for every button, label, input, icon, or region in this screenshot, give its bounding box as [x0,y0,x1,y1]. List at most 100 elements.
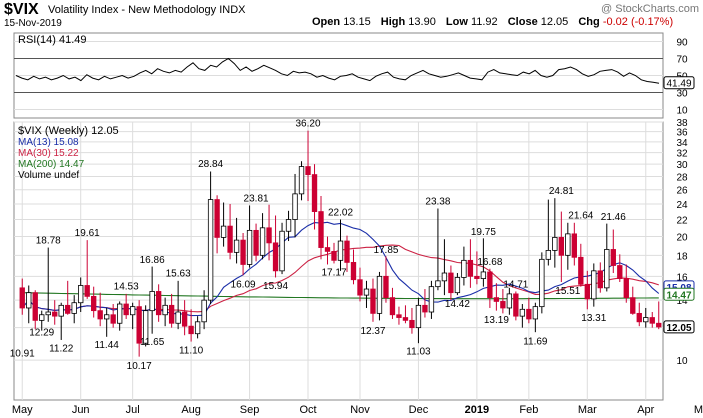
price-annotation: 21.46 [601,212,626,223]
price-annotation: 11.03 [406,347,431,358]
candle-body [636,312,642,323]
candle-body [259,227,266,256]
price-annotation: 16.09 [231,279,256,290]
price-annotation: 10.17 [127,361,152,372]
candle-body [558,237,565,256]
candle-body [175,311,181,324]
candle-body [552,237,558,251]
price-badge-value: 12.05 [666,323,691,334]
candle-body [350,261,357,281]
candle-body [155,291,162,316]
candle-body [376,275,383,314]
price-annotation: 12.37 [360,326,385,337]
candle-body [578,256,584,285]
price-annotation: 15.94 [263,281,288,292]
ticker-symbol: $VIX [4,1,39,18]
price-tick-label: 10 [676,356,688,367]
price-annotation: 13.31 [581,313,606,324]
candle-body [415,304,422,329]
price-annotation: 16.68 [477,257,502,268]
price-annotation: 11.10 [179,346,204,357]
candle-body [493,297,500,302]
candle-body [389,297,396,316]
low-label: Low [445,16,468,28]
chg-value: -0.02 (-0.17%) [602,16,674,28]
candle-body [435,280,441,288]
price-legend-item: $VIX (Weekly) 12.05 [18,125,119,137]
price-annotation: 11.65 [140,337,165,348]
price-badge [663,320,695,334]
price-badge [663,287,695,301]
candle-body [506,293,513,309]
candle-body [571,233,577,258]
month-tick-label: Mar [578,404,597,416]
candle-body [84,285,90,297]
candle-body [136,306,142,344]
candle-body [194,321,201,335]
price-annotation: 11.22 [49,344,74,355]
candle-body [643,317,649,323]
candle-body [344,240,350,263]
candle-body [129,306,136,316]
candle-body [532,306,539,320]
candle-body [142,310,149,344]
candle-body [253,229,259,256]
price-tick-label: 34 [676,138,688,149]
candle-body [461,259,467,278]
candle-body [246,229,253,265]
candle-body [565,233,571,256]
candle-body [337,240,344,261]
candle-body [545,250,552,260]
candle-body [292,193,298,220]
candle-body [526,308,532,320]
high-label: High [380,16,406,28]
price-annotation: 17.85 [373,245,398,256]
candle-body [363,288,370,296]
price-annotation: 14.71 [503,279,528,290]
watermark: @ StockCharts.com [601,3,699,15]
price-tick-label: 26 [676,186,688,197]
month-tick-label: Oct [299,404,316,416]
candle-body [370,288,376,314]
month-tick-label: Aug [181,404,201,416]
security-name: Volatility Index - New Methodology INDX [48,4,246,16]
candle-body [201,299,207,323]
price-tick-label: 18 [676,251,688,262]
price-annotation: 14.42 [445,299,470,310]
price-legend-item: MA(200) 14.47 [18,159,85,170]
candle-body [32,292,38,321]
candle-body [318,211,324,248]
candle-body [266,227,272,244]
candle-body [58,304,64,317]
price-annotation: 17.17 [321,268,346,279]
candle-body [513,293,519,317]
candle-body [402,317,409,321]
close-label: Close [507,16,538,28]
candle-body [467,259,474,277]
price-legend-item: MA(13) 15.08 [18,137,79,148]
candle-body [441,272,448,282]
candle-body [168,304,175,324]
candle-body [181,311,188,327]
chg-label: Chg [578,16,600,28]
exchange-label: INDX [219,4,246,16]
candle-body [116,303,123,324]
candle-body [383,275,389,299]
price-tick-label: 14 [676,296,688,307]
low-value: 11.92 [470,16,498,28]
price-annotation: 18.78 [36,236,61,247]
candle-body [279,230,285,272]
candle-body [162,304,168,316]
candle-body [428,286,435,313]
rsi-legend: RSI(14) 41.49 [18,34,86,46]
candle-body [610,249,616,266]
price-tick-label: 22 [676,216,688,227]
candle-body [52,311,58,317]
price-annotation: 16.86 [140,255,165,266]
candle-body [487,271,493,299]
candle-body [220,225,227,238]
price-tick-label: 28 [676,172,688,183]
candle-body [298,166,305,195]
candle-body [649,317,655,324]
